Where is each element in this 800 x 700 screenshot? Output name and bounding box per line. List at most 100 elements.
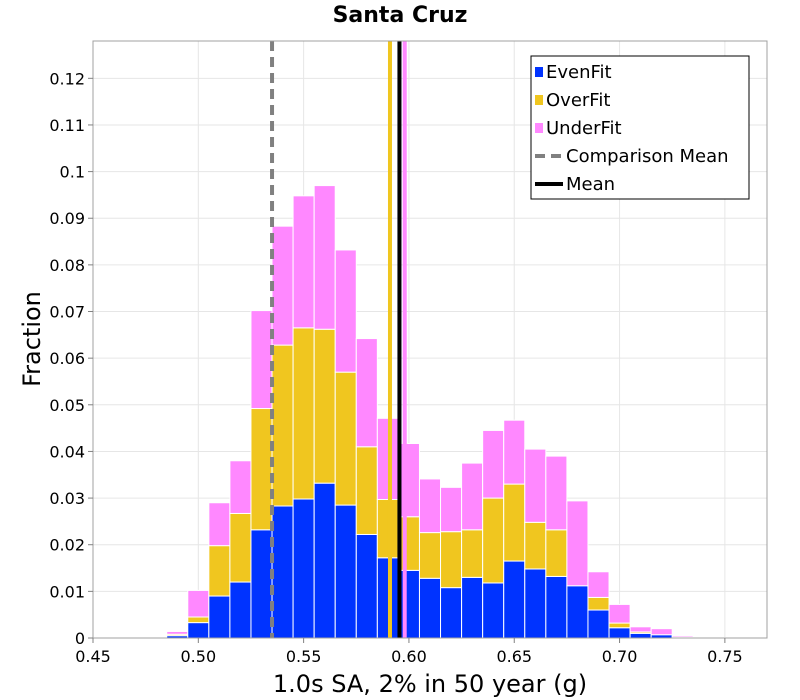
bar-underfit <box>229 460 252 514</box>
y-tick-label: 0.04 <box>49 442 85 461</box>
bar-underfit <box>566 500 589 587</box>
y-tick-label: 0.09 <box>49 209 85 228</box>
bar-underfit <box>650 628 673 636</box>
x-tick-label: 0.70 <box>602 647 638 666</box>
bar-evenfit <box>629 632 652 639</box>
bar-evenfit <box>355 533 378 639</box>
bar-evenfit <box>208 595 231 639</box>
bars-layer <box>145 185 736 639</box>
x-tick-label: 0.55 <box>286 647 322 666</box>
bar-underfit <box>145 635 168 638</box>
y-axis-title: Fraction <box>18 291 46 387</box>
bar-overfit <box>524 521 547 570</box>
legend-label-overfit: OverFit <box>546 90 610 111</box>
bar-evenfit <box>440 587 463 639</box>
bar-overfit <box>482 497 505 584</box>
bar-underfit <box>355 338 378 448</box>
x-tick-label: 0.65 <box>496 647 532 666</box>
bar-underfit <box>187 589 210 618</box>
bar-underfit <box>418 478 442 534</box>
bar-evenfit <box>187 622 210 639</box>
y-tick-label: 0.07 <box>49 303 85 322</box>
bar-underfit <box>608 603 631 624</box>
bar-evenfit <box>503 560 526 639</box>
bar-underfit <box>545 455 568 531</box>
legend-label-mean: Mean <box>566 174 615 195</box>
bar-evenfit <box>418 577 442 639</box>
bar-overfit <box>271 344 294 507</box>
bar-underfit <box>692 636 715 639</box>
bar-overfit <box>376 498 399 559</box>
legend-swatch-overfit <box>535 95 543 105</box>
legend-label-comparison-mean: Comparison Mean <box>566 146 729 167</box>
bar-evenfit <box>397 569 420 639</box>
bar-underfit <box>587 571 610 598</box>
legend-label-underfit: UnderFit <box>546 118 622 139</box>
bar-underfit <box>166 630 189 635</box>
bar-evenfit <box>313 482 336 639</box>
bar-overfit <box>461 529 484 578</box>
bar-underfit <box>292 195 315 329</box>
legend-box <box>530 55 750 200</box>
x-axis-title: 1.0s SA, 2% in 50 year (g) <box>273 670 587 698</box>
bar-overfit <box>208 545 231 597</box>
bar-underfit <box>503 419 526 485</box>
y-tick-label: 0.06 <box>49 349 85 368</box>
bar-evenfit <box>250 529 273 639</box>
bar-overfit <box>229 512 252 583</box>
bar-underfit <box>440 486 463 533</box>
bar-overfit <box>313 328 336 484</box>
y-tick-label: 0.12 <box>49 69 85 88</box>
bar-overfit <box>545 529 568 577</box>
x-tick-label: 0.50 <box>181 647 217 666</box>
bar-overfit <box>250 408 273 531</box>
bar-underfit <box>671 635 694 638</box>
bar-underfit <box>461 462 484 531</box>
y-tick-label: 0.08 <box>49 256 85 275</box>
x-tick-label: 0.60 <box>391 647 427 666</box>
y-tick-label: 0.02 <box>49 536 85 555</box>
bar-overfit <box>355 446 378 535</box>
bar-underfit <box>313 185 336 330</box>
plot-frame <box>92 40 768 639</box>
bar-underfit <box>482 429 505 499</box>
bar-underfit <box>250 310 273 410</box>
bar-evenfit <box>271 505 294 639</box>
y-tick-label: 0.11 <box>49 116 85 135</box>
bar-underfit <box>397 443 420 518</box>
bar-evenfit <box>334 504 357 639</box>
bar-overfit <box>292 327 315 500</box>
x-tick-label: 0.75 <box>707 647 743 666</box>
y-tick-label: 0.1 <box>60 163 85 182</box>
axis-layer: 0 0.01 0.02 0.03 0.04 0.05 0.06 0.07 0.08 0.09 0.1… <box>49 69 742 666</box>
x-tick-label: 0.45 <box>75 647 111 666</box>
legend-swatch-underfit <box>535 123 543 133</box>
bar-underfit <box>271 225 294 346</box>
bar-evenfit <box>566 585 589 639</box>
legend: EvenFit OverFit UnderFit Comparison Mean Mea… <box>530 55 750 200</box>
bar-underfit <box>629 626 652 633</box>
bar-overfit <box>608 622 631 629</box>
mean-lines-layer <box>270 41 407 638</box>
bar-evenfit <box>524 568 547 639</box>
y-tick-label: 0.03 <box>49 489 85 508</box>
y-tick-label: 0.05 <box>49 396 85 415</box>
chart-title: Santa Cruz <box>333 3 468 28</box>
bar-overfit <box>503 483 526 562</box>
bar-evenfit <box>376 557 399 639</box>
bar-underfit <box>376 417 399 500</box>
bar-underfit <box>334 249 357 373</box>
bar-overfit <box>440 531 463 589</box>
bar-underfit <box>524 448 547 523</box>
bar-overfit <box>418 532 442 579</box>
bar-evenfit <box>587 609 610 639</box>
bar-overfit <box>187 616 210 624</box>
bar-evenfit <box>545 575 568 639</box>
bar-evenfit <box>292 498 315 639</box>
bar-evenfit <box>461 576 484 639</box>
bar-overfit <box>587 596 610 611</box>
y-tick-label: 0.01 <box>49 582 85 601</box>
legend-swatch-evenfit <box>535 67 543 77</box>
